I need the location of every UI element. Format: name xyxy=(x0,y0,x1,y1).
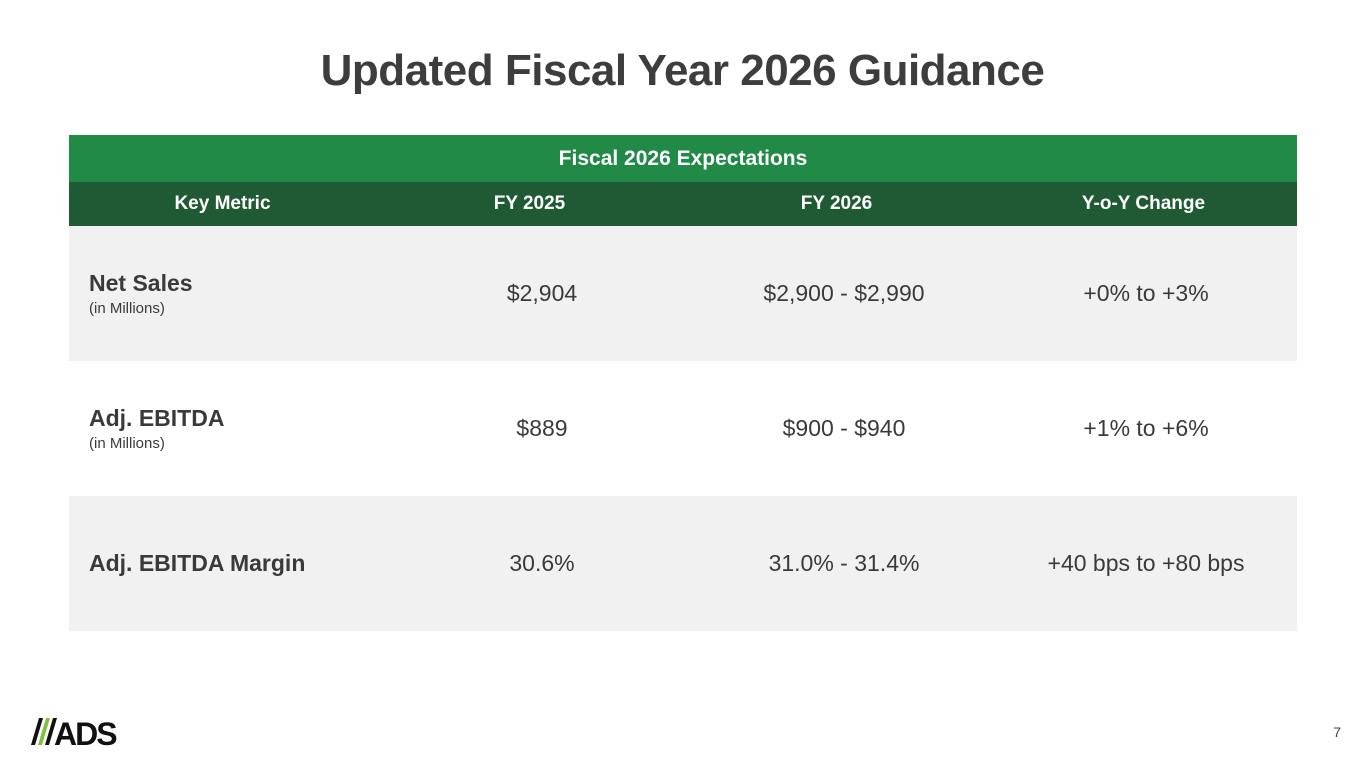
fy2026-cell: $900 - $940 xyxy=(782,415,906,441)
yoy-cell: +0% to +3% xyxy=(1083,280,1209,306)
ads-logo: ADS xyxy=(30,714,120,755)
table-row: Adj. EBITDA (in Millions) $889 $900 - $9… xyxy=(69,361,1297,496)
fy2026-cell: 31.0% - 31.4% xyxy=(768,550,920,576)
metric-cell: Adj. EBITDA (in Millions) xyxy=(69,361,391,496)
metric-name: Adj. EBITDA xyxy=(89,405,225,431)
svg-text:ADS: ADS xyxy=(54,716,117,750)
page-number: 7 xyxy=(1333,724,1341,740)
fy2025-cell: $2,904 xyxy=(506,280,578,306)
table-caption: Fiscal 2026 Expectations xyxy=(69,135,1297,182)
column-header: Key Metric xyxy=(174,193,271,214)
metric-name: Adj. EBITDA Margin xyxy=(89,550,306,576)
metric-unit: (in Millions) xyxy=(89,300,165,317)
metric-name: Net Sales xyxy=(89,270,193,296)
slide-title: Updated Fiscal Year 2026 Guidance xyxy=(320,46,1045,95)
table-row: Adj. EBITDA Margin 30.6% 31.0% - 31.4% +… xyxy=(69,496,1297,631)
fy2025-cell: 30.6% xyxy=(509,550,575,576)
yoy-cell: +1% to +6% xyxy=(1083,415,1209,441)
table-header-row: Key Metric FY 2025 FY 2026 Y-o-Y Change xyxy=(69,182,1297,226)
metric-cell: Adj. EBITDA Margin xyxy=(69,496,391,631)
table-row: Net Sales (in Millions) $2,904 $2,900 - … xyxy=(69,226,1297,361)
column-header: FY 2026 xyxy=(800,193,873,214)
fy2026-cell: $2,900 - $2,990 xyxy=(763,280,925,306)
column-header: Y-o-Y Change xyxy=(1081,193,1206,214)
guidance-table: Fiscal 2026 Expectations Key Metric FY 2… xyxy=(69,135,1297,631)
metric-unit: (in Millions) xyxy=(89,435,165,452)
metric-cell: Net Sales (in Millions) xyxy=(69,226,391,361)
yoy-cell: +40 bps to +80 bps xyxy=(1047,550,1245,576)
column-header: FY 2025 xyxy=(493,193,566,214)
fy2025-cell: $889 xyxy=(516,415,568,441)
